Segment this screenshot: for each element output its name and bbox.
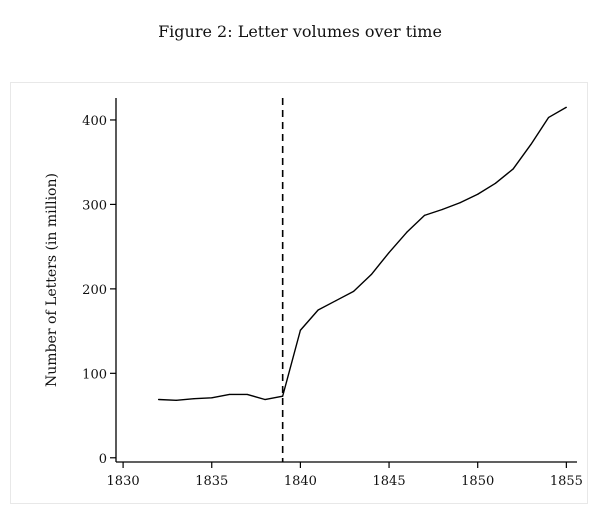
x-tick-label: 1840 xyxy=(284,474,317,489)
data-point xyxy=(441,208,443,211)
data-point xyxy=(530,143,532,146)
figure-title: Figure 2: Letter volumes over time xyxy=(158,22,442,41)
y-axis-label: Number of Letters (in million) xyxy=(44,173,60,387)
series-line xyxy=(158,106,567,402)
y-tick-label: 200 xyxy=(82,283,107,298)
data-point xyxy=(352,290,355,293)
data-point xyxy=(459,202,461,204)
data-point xyxy=(494,182,497,184)
data-point xyxy=(246,393,248,396)
data-point xyxy=(388,251,390,254)
data-point xyxy=(317,309,319,311)
data-point xyxy=(548,116,550,119)
data-point xyxy=(211,397,213,399)
data-point xyxy=(335,300,337,302)
data-point xyxy=(175,399,177,401)
y-ticks: 0 100 200 300 400 xyxy=(82,114,116,467)
x-ticks: 1830 1835 1840 1845 1850 1855 xyxy=(107,462,583,489)
data-point xyxy=(423,214,426,216)
x-tick-label: 1845 xyxy=(373,474,406,489)
data-points xyxy=(157,106,567,401)
y-tick-label: 0 xyxy=(99,452,107,467)
data-point xyxy=(157,398,160,401)
y-tick-label: 400 xyxy=(82,114,107,129)
x-tick-label: 1850 xyxy=(461,474,494,489)
data-point xyxy=(282,395,284,397)
data-point xyxy=(565,106,567,108)
x-tick-label: 1835 xyxy=(195,474,228,489)
data-point xyxy=(264,398,266,401)
data-point xyxy=(370,273,372,276)
data-point xyxy=(228,393,231,396)
data-point xyxy=(193,398,195,400)
data-point xyxy=(512,168,514,170)
x-tick-label: 1855 xyxy=(550,474,583,489)
axes xyxy=(115,98,577,463)
data-point xyxy=(477,193,479,195)
x-tick-label: 1830 xyxy=(107,474,140,489)
data-point xyxy=(299,329,301,331)
figure-frame xyxy=(10,82,588,504)
data-point xyxy=(406,231,408,233)
y-tick-label: 300 xyxy=(82,198,107,213)
y-tick-label: 100 xyxy=(82,367,107,382)
